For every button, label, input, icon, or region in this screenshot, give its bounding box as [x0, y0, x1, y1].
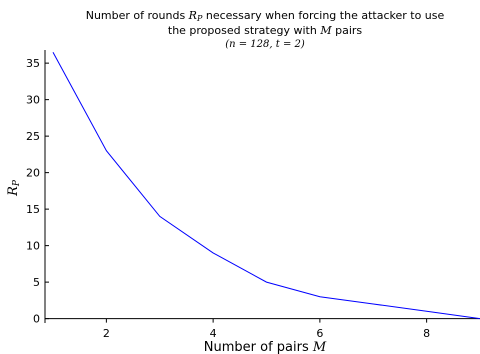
- chart-title-line-2: the proposed strategy with M pairs: [168, 24, 363, 37]
- y-tick-label: 0: [33, 313, 40, 326]
- y-tick-label: 30: [26, 94, 40, 107]
- series-group: [52, 51, 480, 320]
- x-tick-label: 4: [210, 327, 217, 340]
- axes: [44, 50, 480, 323]
- x-tick-label: 2: [103, 327, 110, 340]
- y-tick-label: 25: [26, 130, 40, 143]
- y-tick-label: 20: [26, 167, 40, 180]
- y-tick-label: 5: [33, 276, 40, 289]
- y-tick-label: 35: [26, 57, 40, 70]
- y-tick-label: 10: [26, 240, 40, 253]
- series-line-1: [52, 51, 480, 320]
- chart-subtitle: (n = 128, t = 2): [225, 39, 305, 50]
- y-axis-ticks: 0 5 10 15 20 25 30 35: [26, 57, 49, 326]
- x-tick-label: 6: [316, 327, 323, 340]
- x-axis-label: Number of pairs M: [204, 340, 327, 354]
- chart-title-line-1: Number of rounds RP necessary when forci…: [86, 9, 445, 23]
- x-axis-ticks: 2 4 6 8: [103, 318, 430, 340]
- x-tick-label: 8: [423, 327, 430, 340]
- y-axis-label: RP: [6, 179, 22, 197]
- y-tick-label: 15: [26, 203, 40, 216]
